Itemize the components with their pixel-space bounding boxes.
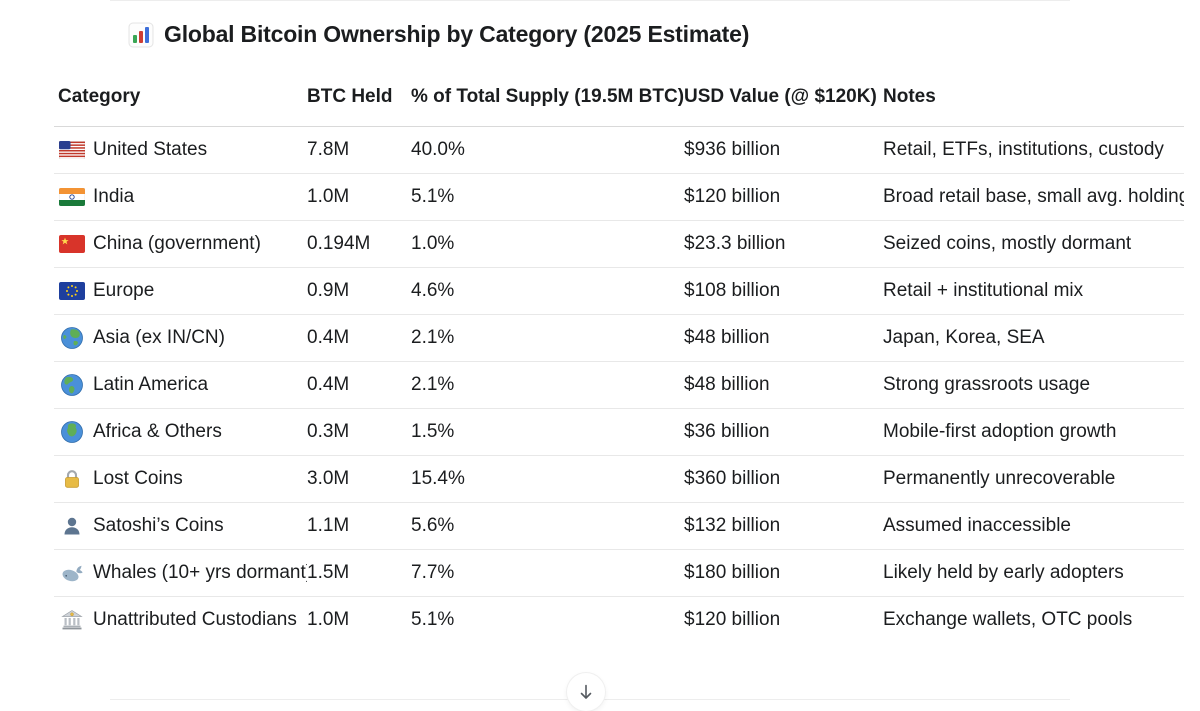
category-label: Africa & Others bbox=[93, 421, 222, 442]
usd-value: $180 billion bbox=[684, 549, 883, 597]
usd-value: $23.3 billion bbox=[684, 220, 883, 268]
bar-chart-emoji-icon bbox=[128, 22, 154, 48]
table-row: Latin America 0.4M 2.1% $48 billion Stro… bbox=[54, 361, 1184, 409]
ownership-table: Category BTC Held % of Total Supply (19.… bbox=[54, 76, 1184, 644]
pct-supply-value: 2.1% bbox=[411, 314, 684, 362]
table-header-row: Category BTC Held % of Total Supply (19.… bbox=[54, 76, 1184, 127]
globe-asia-icon bbox=[58, 326, 85, 350]
usd-value: $120 billion bbox=[684, 609, 781, 631]
btc-held-value: 1.0M bbox=[307, 609, 350, 631]
pct-supply-value: 1.0% bbox=[411, 220, 684, 268]
page-title: Global Bitcoin Ownership by Category (20… bbox=[164, 21, 750, 47]
category-label: Unattributed Custodians bbox=[93, 609, 297, 631]
btc-held-value: 1.1M bbox=[307, 502, 411, 550]
notes-value: Assumed inaccessible bbox=[883, 502, 1184, 550]
notes-value: Retail, ETFs, institutions, custody bbox=[883, 126, 1184, 174]
usd-value: $936 billion bbox=[684, 126, 883, 174]
notes-value: Likely held by early adopters bbox=[883, 549, 1184, 597]
pct-supply-value: 15.4% bbox=[411, 455, 684, 503]
pct-supply-value: 2.1% bbox=[411, 361, 684, 409]
usd-value: $360 billion bbox=[684, 455, 883, 503]
btc-held-value: 1.0M bbox=[307, 173, 411, 221]
category-label: Whales (10+ yrs dormant) bbox=[93, 562, 307, 583]
usd-value: $36 billion bbox=[684, 408, 883, 456]
globe-africa-icon bbox=[58, 420, 85, 444]
usd-value: $132 billion bbox=[684, 502, 883, 550]
column-header-btc-held: BTC Held bbox=[307, 76, 411, 127]
notes-value: Strong grassroots usage bbox=[883, 361, 1184, 409]
table-row: United States 7.8M 40.0% $936 billion Re… bbox=[54, 126, 1184, 174]
pct-supply-value: 5.1% bbox=[411, 173, 684, 221]
table-row: Whales (10+ yrs dormant) 1.5M 7.7% $180 … bbox=[54, 549, 1184, 597]
category-label: China (government) bbox=[93, 233, 261, 254]
btc-held-value: 1.5M bbox=[307, 549, 411, 597]
globe-americas-icon bbox=[58, 373, 85, 397]
btc-held-value: 0.4M bbox=[307, 314, 411, 362]
table-row: Europe 0.9M 4.6% $108 billion Retail + i… bbox=[54, 267, 1184, 315]
arrow-down-icon bbox=[579, 684, 593, 700]
notes-value: Broad retail base, small avg. holdings bbox=[883, 173, 1184, 221]
pct-supply-value: 4.6% bbox=[411, 267, 684, 315]
category-label: Latin America bbox=[93, 374, 209, 395]
pct-supply-value: 5.6% bbox=[411, 502, 684, 550]
india-flag-icon bbox=[58, 185, 85, 209]
page-title-row: Global Bitcoin Ownership by Category (20… bbox=[128, 21, 749, 48]
category-label: Satoshi’s Coins bbox=[93, 515, 224, 536]
btc-held-value: 0.9M bbox=[307, 267, 411, 315]
btc-held-value: 7.8M bbox=[307, 126, 411, 174]
usd-value: $48 billion bbox=[684, 361, 883, 409]
pct-supply-value: 5.1% bbox=[411, 609, 455, 631]
category-label: Lost Coins bbox=[93, 468, 183, 489]
bank-icon bbox=[58, 608, 85, 632]
column-header-pct-supply: % of Total Supply (19.5M BTC) bbox=[411, 76, 684, 127]
notes-value: Seized coins, mostly dormant bbox=[883, 220, 1184, 268]
person-icon bbox=[58, 514, 85, 538]
eu-flag-icon bbox=[58, 279, 85, 303]
category-label: Europe bbox=[93, 280, 155, 301]
china-flag-icon bbox=[58, 232, 85, 256]
pct-supply-value: 1.5% bbox=[411, 408, 684, 456]
notes-value: Japan, Korea, SEA bbox=[883, 314, 1184, 362]
notes-value: Exchange wallets, OTC pools bbox=[883, 609, 1133, 631]
category-label: Asia (ex IN/CN) bbox=[93, 327, 225, 348]
pct-supply-value: 40.0% bbox=[411, 126, 684, 174]
whale-icon bbox=[58, 561, 85, 585]
table-row: Africa & Others 0.3M 1.5% $36 billion Mo… bbox=[54, 408, 1184, 456]
notes-value: Permanently unrecoverable bbox=[883, 455, 1184, 503]
us-flag-icon bbox=[58, 138, 85, 162]
table-row: China (government) 0.194M 1.0% $23.3 bil… bbox=[54, 220, 1184, 268]
btc-held-value: 0.4M bbox=[307, 361, 411, 409]
usd-value: $48 billion bbox=[684, 314, 883, 362]
notes-value: Retail + institutional mix bbox=[883, 267, 1184, 315]
usd-value: $108 billion bbox=[684, 267, 883, 315]
category-label: United States bbox=[93, 139, 208, 160]
btc-held-value: 3.0M bbox=[307, 455, 411, 503]
page-top-divider bbox=[110, 0, 1070, 1]
lock-icon bbox=[58, 467, 85, 491]
column-header-notes: Notes bbox=[883, 76, 1184, 127]
category-label: India bbox=[93, 186, 135, 207]
table-row: India 1.0M 5.1% $120 billion Broad retai… bbox=[54, 173, 1184, 221]
btc-held-value: 0.3M bbox=[307, 408, 411, 456]
column-header-usd-value: USD Value (@ $120K) bbox=[684, 76, 883, 127]
notes-value: Mobile-first adoption growth bbox=[883, 408, 1184, 456]
scroll-down-button[interactable] bbox=[567, 673, 605, 711]
pct-supply-value: 7.7% bbox=[411, 549, 684, 597]
table-row: Unattributed Custodians 1.0M 5.1% $120 b… bbox=[54, 597, 1184, 644]
table-row: Satoshi’s Coins 1.1M 5.6% $132 billion A… bbox=[54, 502, 1184, 550]
table-row: Asia (ex IN/CN) 0.4M 2.1% $48 billion Ja… bbox=[54, 314, 1184, 362]
column-header-category: Category bbox=[54, 76, 307, 127]
btc-held-value: 0.194M bbox=[307, 220, 411, 268]
usd-value: $120 billion bbox=[684, 173, 883, 221]
table-row: Lost Coins 3.0M 15.4% $360 billion Perma… bbox=[54, 455, 1184, 503]
